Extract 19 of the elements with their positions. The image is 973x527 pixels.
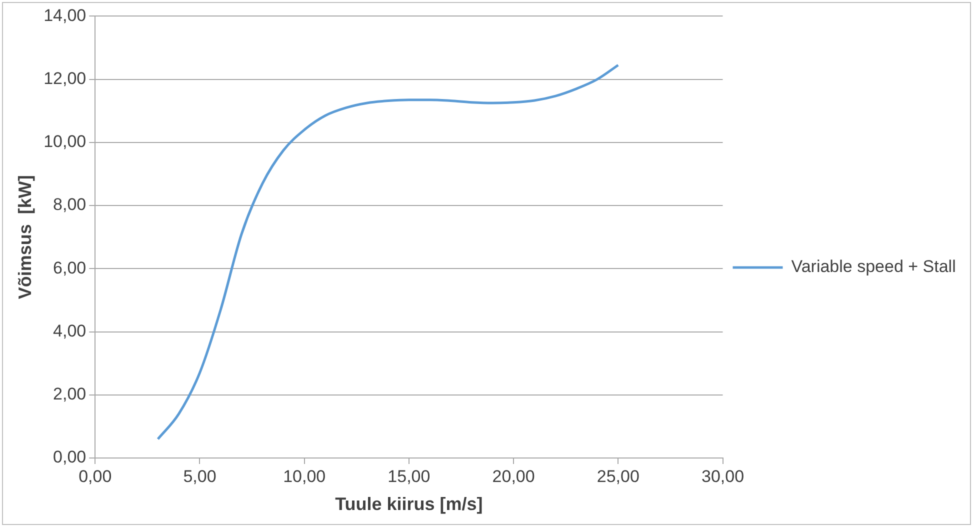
x-tick-label: 25,00 xyxy=(596,466,640,486)
y-tick-label: 14,00 xyxy=(44,6,86,25)
y-tick-label: 8,00 xyxy=(53,195,86,214)
x-tick-label: 10,00 xyxy=(283,466,326,486)
y-tick-label: 0,00 xyxy=(53,448,86,467)
y-tick-label: 12,00 xyxy=(44,69,86,88)
x-tick-label: 20,00 xyxy=(492,466,535,486)
x-tick-label: 30,00 xyxy=(701,466,744,486)
legend-label: Variable speed + Stall xyxy=(791,257,956,276)
line-series xyxy=(156,64,620,440)
y-tick-label: 4,00 xyxy=(53,321,86,340)
y-axis-title: Võimsus [kW] xyxy=(14,175,35,300)
y-tick-label: 2,00 xyxy=(53,384,86,404)
y-tick-label: 6,00 xyxy=(53,258,86,278)
y-tick-label: 10,00 xyxy=(44,132,86,152)
x-tick-label: 5,00 xyxy=(183,466,216,486)
x-tick-label: 0,00 xyxy=(78,466,112,486)
x-tick-label: 15,00 xyxy=(388,466,430,486)
x-axis-title: Tuule kiirus [m/s] xyxy=(335,494,483,514)
